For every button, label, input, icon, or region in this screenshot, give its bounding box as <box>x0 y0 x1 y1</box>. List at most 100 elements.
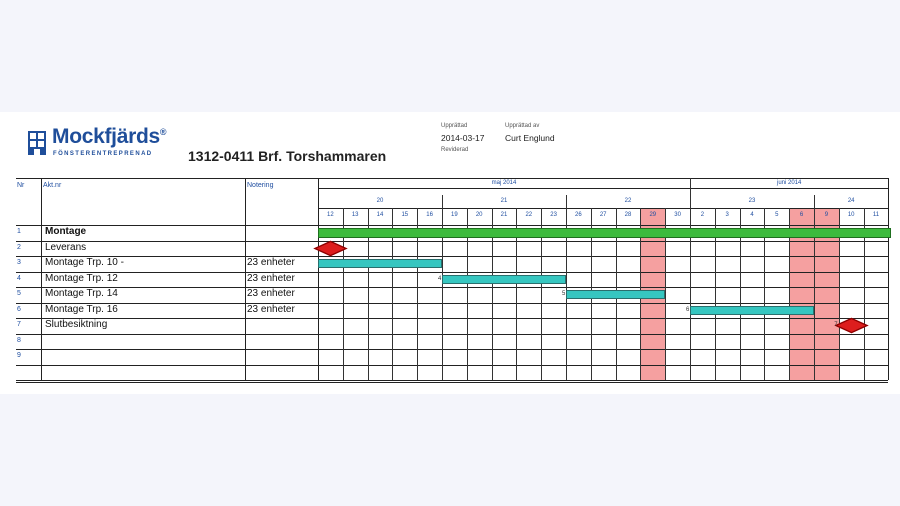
task-name: Montage Trp. 16 <box>45 303 118 315</box>
week-label: 21 <box>500 198 508 204</box>
row-number: 2 <box>17 243 21 251</box>
day-divider <box>814 208 815 380</box>
row-line <box>16 302 889 304</box>
week-label: 20 <box>376 198 384 204</box>
day-label: 28 <box>624 212 632 218</box>
day-divider <box>863 208 865 380</box>
week-label: 22 <box>624 198 632 204</box>
col-header-note: Notering <box>247 182 274 189</box>
task-bar <box>566 290 666 299</box>
day-divider <box>541 208 543 380</box>
day-label: 5 <box>775 212 779 218</box>
day-label: 23 <box>550 212 557 218</box>
day-divider <box>417 208 419 380</box>
day-divider <box>690 208 691 380</box>
row-line <box>16 287 889 288</box>
row-line <box>16 240 889 242</box>
task-bar-label: 6 <box>686 306 690 313</box>
summary-bar <box>318 228 892 238</box>
task-note: 23 enheter <box>247 303 295 315</box>
task-name: Slutbesiktning <box>45 319 108 330</box>
project-title: 1312-0411 Brf. Torshammaren <box>188 148 387 164</box>
building-logo-icon <box>28 131 46 155</box>
gantt-sheet: Mockfjärds® FÖNSTERENTREPRENAD 1312-0411… <box>0 112 900 394</box>
col-header-nr: Nr <box>17 182 25 189</box>
header-top-line <box>16 178 889 179</box>
day-label: 11 <box>872 212 880 218</box>
task-bar-label: 5 <box>562 291 566 297</box>
row-number: 1 <box>17 228 21 235</box>
row-number: 4 <box>17 274 21 282</box>
task-note: 23 enheter <box>247 288 295 299</box>
week-divider <box>690 195 691 208</box>
day-divider <box>342 208 344 380</box>
day-label: 27 <box>599 212 607 218</box>
week-divider <box>566 195 567 208</box>
col-divider <box>41 178 42 380</box>
row-line <box>16 318 889 319</box>
col-header-akt: Akt.nr <box>43 182 62 189</box>
week-line <box>318 208 889 209</box>
row-number: 8 <box>17 336 21 344</box>
day-divider <box>516 208 518 380</box>
day-label: 6 <box>799 212 804 218</box>
task-name: Montage Trp. 12 <box>45 272 118 284</box>
week-label: 23 <box>748 198 756 204</box>
gantt-grid: maj 2014 juni 2014 20 21 22 23 24 12 13 14 15 16 19 2… <box>0 112 900 394</box>
day-label: 26 <box>575 212 582 218</box>
day-label: 13 <box>351 212 359 218</box>
row-line <box>16 333 889 335</box>
day-divider <box>392 208 394 380</box>
week-label: 24 <box>847 198 855 204</box>
day-divider <box>789 208 791 380</box>
row-line <box>16 349 889 350</box>
task-bar <box>690 305 814 315</box>
week-divider <box>814 195 815 208</box>
created-by-label: Upprättad av <box>505 123 540 129</box>
row-line <box>16 256 889 257</box>
day-label: 20 <box>475 212 483 218</box>
row-number: 7 <box>17 321 21 328</box>
day-label: 14 <box>376 212 384 218</box>
row-number: 9 <box>17 352 21 359</box>
day-label: 4 <box>750 212 754 218</box>
created-date: 2014-03-17 <box>441 133 485 143</box>
row-number: 6 <box>17 305 21 313</box>
day-label: 9 <box>824 212 829 218</box>
row-line <box>16 364 889 366</box>
task-bar-label: 4 <box>438 275 442 282</box>
row-line <box>16 380 889 381</box>
day-divider <box>466 208 468 380</box>
month-line <box>318 188 889 189</box>
day-label: 15 <box>401 212 409 218</box>
row-line <box>16 271 889 273</box>
week-divider <box>442 195 443 208</box>
day-label: 10 <box>847 212 855 218</box>
col-divider <box>245 178 246 380</box>
task-note: 23 enheter <box>247 257 295 268</box>
task-note: 23 enheter <box>247 272 295 284</box>
row-line <box>16 225 889 226</box>
col-divider <box>318 178 319 380</box>
day-label: 3 <box>725 212 729 218</box>
row-number: 5 <box>17 290 21 297</box>
day-divider <box>764 208 766 380</box>
day-divider <box>838 208 840 380</box>
task-name: Leverans <box>45 241 87 253</box>
task-bar <box>318 259 442 268</box>
revised-label: Reviderad <box>441 147 469 153</box>
brand-name: Mockfjärds® <box>52 125 167 148</box>
day-label: 30 <box>674 212 681 218</box>
month-divider <box>690 178 691 195</box>
day-divider <box>665 208 667 380</box>
task-bar <box>442 274 566 284</box>
day-label: 22 <box>525 212 533 218</box>
day-label: 16 <box>426 212 433 218</box>
day-label: 19 <box>451 212 458 218</box>
row-number: 3 <box>17 259 21 266</box>
task-name: Montage Trp. 14 <box>45 288 118 299</box>
day-label: 29 <box>649 212 657 218</box>
created-label: Upprättad <box>441 123 468 129</box>
day-label: 12 <box>327 212 334 218</box>
day-divider <box>739 208 741 380</box>
